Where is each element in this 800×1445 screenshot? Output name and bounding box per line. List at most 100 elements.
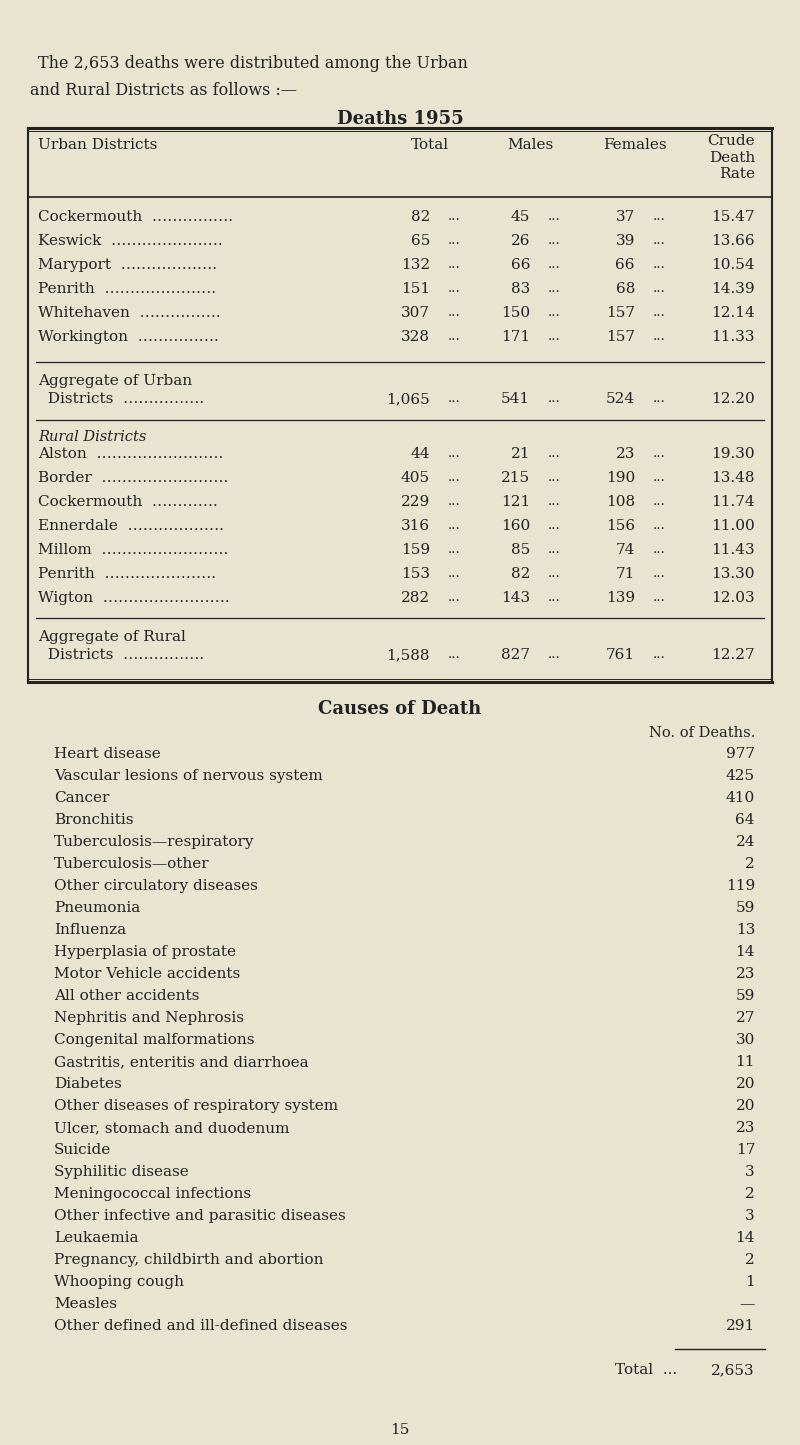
Text: ...: ... xyxy=(448,647,461,660)
Text: 3: 3 xyxy=(746,1165,755,1179)
Text: 17: 17 xyxy=(736,1143,755,1157)
Text: 157: 157 xyxy=(606,329,635,344)
Text: 15.47: 15.47 xyxy=(711,210,755,224)
Text: ...: ... xyxy=(448,471,461,484)
Text: Tuberculosis—other: Tuberculosis—other xyxy=(54,857,210,871)
Text: 64: 64 xyxy=(735,814,755,827)
Text: 11.43: 11.43 xyxy=(711,543,755,556)
Text: Pneumonia: Pneumonia xyxy=(54,902,140,915)
Text: 13.30: 13.30 xyxy=(711,566,755,581)
Text: Maryport  ……………….: Maryport ………………. xyxy=(38,259,217,272)
Text: Measles: Measles xyxy=(54,1298,117,1311)
Text: 132: 132 xyxy=(401,259,430,272)
Text: 282: 282 xyxy=(401,591,430,605)
Text: 3: 3 xyxy=(746,1209,755,1222)
Text: Ennerdale  ……………….: Ennerdale ………………. xyxy=(38,519,224,533)
Text: 121: 121 xyxy=(501,496,530,509)
Text: 157: 157 xyxy=(606,306,635,319)
Text: 24: 24 xyxy=(735,835,755,850)
Text: Hyperplasia of prostate: Hyperplasia of prostate xyxy=(54,945,236,959)
Text: ...: ... xyxy=(548,282,561,295)
Text: 59: 59 xyxy=(736,988,755,1003)
Text: 215: 215 xyxy=(501,471,530,486)
Text: ...: ... xyxy=(548,259,561,272)
Text: 10.54: 10.54 xyxy=(711,259,755,272)
Text: ...: ... xyxy=(548,392,561,405)
Text: 143: 143 xyxy=(501,591,530,605)
Text: 12.27: 12.27 xyxy=(711,647,755,662)
Text: and Rural Districts as follows :—: and Rural Districts as follows :— xyxy=(30,82,297,100)
Text: Meningococcal infections: Meningococcal infections xyxy=(54,1186,251,1201)
Text: 2,653: 2,653 xyxy=(711,1363,755,1377)
Text: 307: 307 xyxy=(401,306,430,319)
Text: ...: ... xyxy=(448,496,461,509)
Text: Districts  …………….: Districts ……………. xyxy=(38,392,204,406)
Text: 44: 44 xyxy=(410,447,430,461)
Text: 156: 156 xyxy=(606,519,635,533)
Text: 26: 26 xyxy=(510,234,530,249)
Text: 12.03: 12.03 xyxy=(711,591,755,605)
Text: ...: ... xyxy=(548,519,561,532)
Text: 11: 11 xyxy=(735,1055,755,1069)
Text: 291: 291 xyxy=(726,1319,755,1332)
Text: 316: 316 xyxy=(401,519,430,533)
Text: ...: ... xyxy=(653,496,666,509)
Text: 12.20: 12.20 xyxy=(711,392,755,406)
Text: 37: 37 xyxy=(616,210,635,224)
Text: 190: 190 xyxy=(606,471,635,486)
Text: ...: ... xyxy=(448,306,461,319)
Text: 410: 410 xyxy=(726,790,755,805)
Text: ...: ... xyxy=(653,259,666,272)
Text: ...: ... xyxy=(448,210,461,223)
Text: Males: Males xyxy=(507,139,553,152)
Text: Syphilitic disease: Syphilitic disease xyxy=(54,1165,189,1179)
Text: Whitehaven  …………….: Whitehaven ……………. xyxy=(38,306,221,319)
Text: 2: 2 xyxy=(746,1253,755,1267)
Text: 827: 827 xyxy=(501,647,530,662)
Text: 45: 45 xyxy=(510,210,530,224)
Text: 153: 153 xyxy=(401,566,430,581)
Text: Bronchitis: Bronchitis xyxy=(54,814,134,827)
Text: Workington  …………….: Workington ……………. xyxy=(38,329,218,344)
Text: 160: 160 xyxy=(501,519,530,533)
Text: Gastritis, enteritis and diarrhoea: Gastritis, enteritis and diarrhoea xyxy=(54,1055,309,1069)
Text: Total: Total xyxy=(411,139,449,152)
Text: Whooping cough: Whooping cough xyxy=(54,1274,184,1289)
Text: 85: 85 xyxy=(510,543,530,556)
Text: 1: 1 xyxy=(746,1274,755,1289)
Text: ...: ... xyxy=(653,591,666,604)
Text: ...: ... xyxy=(548,329,561,342)
Text: 328: 328 xyxy=(401,329,430,344)
Text: ...: ... xyxy=(653,329,666,342)
Text: ...: ... xyxy=(448,543,461,556)
Text: Alston  …………………….: Alston ……………………. xyxy=(38,447,223,461)
Text: Vascular lesions of nervous system: Vascular lesions of nervous system xyxy=(54,769,322,783)
Text: 108: 108 xyxy=(606,496,635,509)
Text: Nephritis and Nephrosis: Nephritis and Nephrosis xyxy=(54,1011,244,1025)
Text: 15: 15 xyxy=(390,1423,410,1436)
Text: 524: 524 xyxy=(606,392,635,406)
Text: 71: 71 xyxy=(616,566,635,581)
Text: 1,588: 1,588 xyxy=(386,647,430,662)
Text: Tuberculosis—respiratory: Tuberculosis—respiratory xyxy=(54,835,254,850)
Text: 30: 30 xyxy=(736,1033,755,1048)
Text: ...: ... xyxy=(448,259,461,272)
Text: Pregnancy, childbirth and abortion: Pregnancy, childbirth and abortion xyxy=(54,1253,323,1267)
Text: 151: 151 xyxy=(401,282,430,296)
Text: Cancer: Cancer xyxy=(54,790,110,805)
Text: Other defined and ill-defined diseases: Other defined and ill-defined diseases xyxy=(54,1319,347,1332)
Text: 23: 23 xyxy=(736,1121,755,1134)
Text: 229: 229 xyxy=(401,496,430,509)
Text: ...: ... xyxy=(548,496,561,509)
Text: 39: 39 xyxy=(616,234,635,249)
Text: Other infective and parasitic diseases: Other infective and parasitic diseases xyxy=(54,1209,346,1222)
Text: 82: 82 xyxy=(410,210,430,224)
Text: 66: 66 xyxy=(615,259,635,272)
Text: 2: 2 xyxy=(746,1186,755,1201)
Text: 11.00: 11.00 xyxy=(711,519,755,533)
Text: Ulcer, stomach and duodenum: Ulcer, stomach and duodenum xyxy=(54,1121,290,1134)
Text: ...: ... xyxy=(653,543,666,556)
Text: 23: 23 xyxy=(736,967,755,981)
Text: ...: ... xyxy=(548,471,561,484)
Text: Heart disease: Heart disease xyxy=(54,747,161,762)
